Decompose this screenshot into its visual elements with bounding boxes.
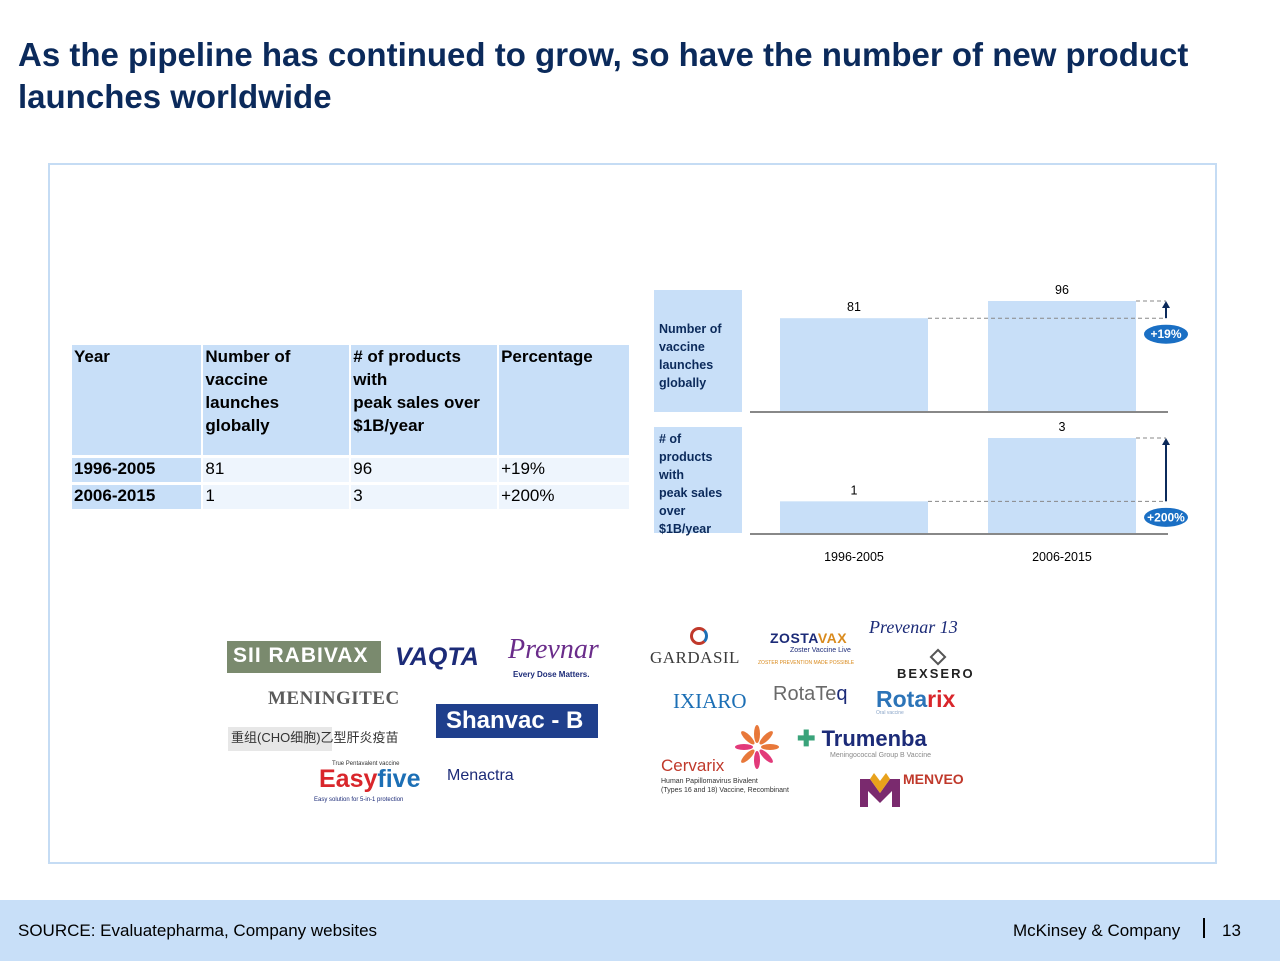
header-line: Percentage: [501, 347, 593, 366]
series-label-blockbusters: # of products with peak sales over $1B/y…: [654, 427, 742, 536]
chart-change-label: +200%: [1147, 510, 1185, 524]
header-line: launches: [205, 393, 280, 412]
table-cell: +19%: [499, 458, 629, 485]
header-line: vaccine: [205, 370, 268, 389]
series-label-line: vaccine: [659, 340, 705, 354]
series-label-line: globally: [659, 376, 707, 390]
chart-bar-2-2: [988, 438, 1136, 533]
series-label-line: # of products: [659, 432, 713, 464]
table-cell: 81: [203, 458, 350, 485]
series-label-line: Number of: [659, 322, 722, 336]
data-table: Year Number of vaccine launches globally…: [70, 345, 631, 512]
series-label-line: over: [659, 504, 686, 518]
chart-change-badge: [1144, 507, 1188, 527]
chart-growth-arrowhead: [1162, 301, 1170, 308]
table-cell: 1: [203, 485, 350, 512]
chart-bar-1-1: [780, 318, 928, 411]
chart-data-label: 1: [851, 483, 858, 497]
table-cell: 3: [351, 485, 498, 512]
footer-source: SOURCE: Evaluatepharma, Company websites: [18, 921, 378, 940]
footer-bar: SOURCE: Evaluatepharma, Company websites…: [0, 900, 1280, 961]
header-line: # of products: [353, 347, 461, 366]
chart-change-label: +19%: [1150, 327, 1181, 341]
footer-divider: [1203, 918, 1205, 938]
chart-x-tick-label: 2006-2015: [1032, 550, 1092, 564]
chart-x-tick-label: 1996-2005: [824, 550, 884, 564]
chart-growth-arrowhead: [1162, 438, 1170, 445]
series-label-line: launches: [659, 358, 714, 372]
table-header-launches: Number of vaccine launches globally: [203, 345, 350, 458]
table-row: 1996-2005 81 96 +19%: [72, 458, 629, 485]
table-cell: 96: [351, 458, 498, 485]
footer-page-number: 13: [1222, 921, 1241, 940]
chart-data-label: 81: [847, 300, 861, 314]
chart-svg: 81 96 +19% 1 3 +200% 1996-2005 2006-2015: [750, 285, 1188, 564]
chart-change-badge: [1144, 324, 1188, 344]
series-label-line: with: [659, 468, 684, 482]
chart-bar-1-2: [988, 301, 1136, 411]
series-label-line: peak sales: [659, 486, 723, 500]
chart-data-label: 96: [1055, 285, 1069, 297]
table-cell: +200%: [499, 485, 629, 512]
header-line: globally: [205, 416, 270, 435]
content-frame: [48, 163, 1217, 864]
page-title: As the pipeline has continued to grow, s…: [18, 36, 1189, 115]
table-header-row: Year Number of vaccine launches globally…: [72, 345, 629, 458]
table-cell-year: 1996-2005: [72, 458, 202, 485]
chart-data-label: 3: [1059, 420, 1066, 434]
header-line: Number of: [205, 347, 291, 366]
header-line: with: [353, 370, 388, 389]
table-cell-year: 2006-2015: [72, 485, 202, 512]
table-header-blockbusters: # of products with peak sales over $1B/y…: [351, 345, 498, 458]
header-line: $1B/year: [353, 416, 425, 435]
table-header-percentage: Percentage: [499, 345, 629, 458]
table-header-year: Year: [72, 345, 202, 458]
table-row: 2006-2015 1 3 +200%: [72, 485, 629, 512]
header-line: peak sales over: [353, 393, 480, 412]
footer-company: McKinsey & Company: [1013, 921, 1181, 940]
bar-chart: Number of vaccine launches globally # of…: [650, 285, 1210, 575]
chart-bar-2-1: [780, 501, 928, 533]
series-label-launches: Number of vaccine launches globally: [654, 290, 742, 412]
header-line: Year: [74, 347, 110, 366]
series-label-line: $1B/year: [659, 522, 712, 536]
